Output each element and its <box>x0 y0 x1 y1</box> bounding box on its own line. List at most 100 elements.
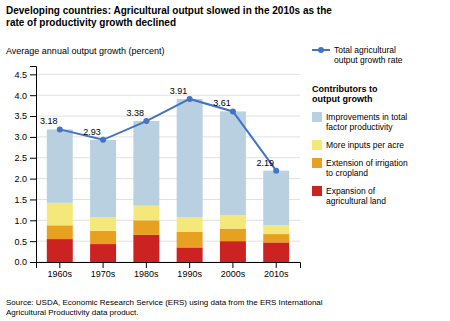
y-tick: 0.0 <box>14 257 36 267</box>
bar <box>177 247 203 262</box>
line <box>60 99 276 171</box>
legend: Total agriculturaloutput growth rate Cont… <box>312 45 408 206</box>
grid-line <box>36 136 300 137</box>
bar <box>90 231 116 244</box>
bar <box>47 225 73 239</box>
bar <box>90 217 116 231</box>
y-tick-mark <box>30 262 36 263</box>
legend-label: agricultural land <box>326 196 386 206</box>
legend-label: output growth rate <box>334 55 403 65</box>
y-tick-mark <box>30 158 36 159</box>
bar <box>47 129 73 202</box>
legend-label: More inputs per acre <box>326 140 404 150</box>
marker <box>143 118 149 124</box>
bar-series <box>47 235 289 262</box>
x-tick-label: 2000s <box>221 269 246 279</box>
legend-label: Improvements in total <box>326 112 407 122</box>
y-tick-label: 0.5 <box>14 237 27 247</box>
y-tick-label: 1.0 <box>14 216 27 226</box>
x-tick-mark <box>276 262 277 268</box>
y-tick: 1.0 <box>14 216 36 226</box>
bar <box>263 242 289 262</box>
y-tick: 3.5 <box>14 111 36 121</box>
bar <box>263 225 289 234</box>
y-tick: 4.0 <box>14 91 36 101</box>
x-tick: 1970s <box>91 262 116 279</box>
source: Source: USDA, Economic Research Service … <box>6 298 323 307</box>
x-axis: 1960s 1970s 1980s 1990s 2000s 2010s <box>37 262 301 279</box>
x-tick-mark <box>59 262 60 268</box>
y-tick-mark <box>30 137 36 138</box>
data-label: 3.38 <box>127 108 145 118</box>
legend-label: Total agricultural <box>334 45 396 55</box>
legend-swatch <box>312 158 322 168</box>
bar <box>133 121 159 206</box>
data-labels: 3.18 2.93 3.38 3.91 3.61 2.19 <box>40 86 274 168</box>
bar <box>47 203 73 226</box>
bar <box>133 220 159 235</box>
bar <box>263 234 289 242</box>
x-tick-mark <box>146 262 147 268</box>
bar <box>90 244 116 262</box>
bar <box>177 99 203 217</box>
y-tick: 0.5 <box>14 237 36 247</box>
grid-line <box>36 178 300 179</box>
y-tick-label: 4.0 <box>14 91 27 101</box>
bar <box>263 171 289 226</box>
bar-series <box>47 220 289 247</box>
x-tick: 2010s <box>264 262 289 279</box>
x-tick-label: 1970s <box>91 269 116 279</box>
x-tick-mark <box>189 262 190 268</box>
bar <box>220 215 246 228</box>
y-tick-label: 2.0 <box>14 174 27 184</box>
y-tick: 2.5 <box>14 153 36 163</box>
data-label: 2.93 <box>83 127 101 137</box>
bar <box>47 239 73 262</box>
x-axis-line <box>37 263 301 269</box>
marker <box>57 126 63 132</box>
x-tick-mark <box>103 262 104 268</box>
source: Agricultural Productivity data product. <box>6 308 139 317</box>
bar <box>133 235 159 262</box>
x-tick: 1990s <box>177 262 202 279</box>
bar-series <box>47 99 289 225</box>
bar <box>90 140 116 217</box>
bar <box>177 217 203 232</box>
y-tick: 4.5 <box>14 70 36 80</box>
data-label: 3.61 <box>213 98 231 108</box>
x-tick-label: 1990s <box>177 269 202 279</box>
data-label: 2.19 <box>256 158 274 168</box>
y-tick: 1.5 <box>14 195 36 205</box>
title: rate of productivity growth declined <box>6 17 176 28</box>
grid-line <box>36 95 300 96</box>
grid <box>36 74 300 262</box>
bar <box>220 111 246 215</box>
data-label: 3.91 <box>170 86 188 96</box>
y-axis-label: Average annual output growth (percent) <box>6 46 164 56</box>
x-tick-label: 1960s <box>48 269 73 279</box>
y-axis: 0.00.51.01.52.02.53.03.54.04.5 <box>14 67 36 268</box>
bar-series <box>47 203 289 234</box>
marker <box>187 96 193 102</box>
y-tick-mark <box>30 116 36 117</box>
marker <box>273 168 279 174</box>
x-tick: 1980s <box>134 262 159 279</box>
y-tick-label: 4.5 <box>14 70 27 80</box>
grid-line <box>36 199 300 200</box>
bar <box>220 229 246 242</box>
chart: Developing countries: Agricultural outpu… <box>0 0 450 321</box>
y-tick: 2.0 <box>14 174 36 184</box>
legend-title: Contributors to <box>312 84 378 94</box>
legend-marker <box>318 47 324 53</box>
y-tick-label: 1.5 <box>14 195 27 205</box>
legend-swatch <box>312 140 322 150</box>
x-tick-label: 2010s <box>264 269 289 279</box>
bar <box>133 206 159 221</box>
legend-label: factor productivity <box>326 122 393 132</box>
grid-line <box>36 74 300 75</box>
y-tick-mark <box>30 179 36 180</box>
plot-area <box>47 96 289 262</box>
data-label: 3.18 <box>40 116 58 126</box>
y-tick-label: 2.5 <box>14 153 27 163</box>
legend-swatch <box>312 186 322 196</box>
